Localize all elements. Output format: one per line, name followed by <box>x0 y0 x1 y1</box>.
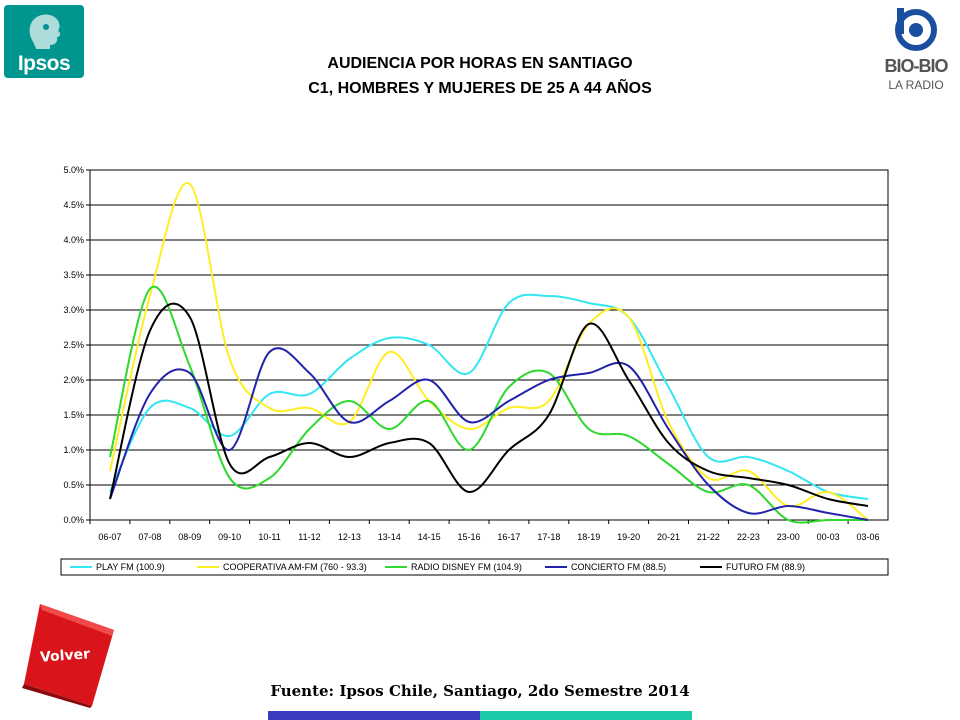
x-tick-label: 13-14 <box>378 532 401 542</box>
x-tick-label: 12-13 <box>338 532 361 542</box>
ipsos-logo: Ipsos <box>4 5 84 78</box>
y-tick-label: 4.5% <box>63 200 84 210</box>
legend-label: CONCIERTO FM (88.5) <box>571 562 666 572</box>
x-tick-label: 17-18 <box>537 532 560 542</box>
series-line <box>109 285 868 524</box>
x-tick-label: 19-20 <box>617 532 640 542</box>
biobio-mark-icon <box>895 8 937 51</box>
legend-box <box>60 558 889 576</box>
chart-subtitle: C1, HOMBRES Y MUJERES DE 25 A 44 AÑOS <box>308 80 652 97</box>
x-tick-label: 22-23 <box>737 532 760 542</box>
x-tick-label: 09-10 <box>218 532 241 542</box>
x-tick-label: 15-16 <box>458 532 481 542</box>
x-tick-label: 00-03 <box>817 532 840 542</box>
legend-label: FUTURO FM (88.9) <box>726 562 805 572</box>
x-tick-label: 14-15 <box>418 532 441 542</box>
y-tick-label: 0.0% <box>63 515 84 525</box>
y-tick-label: 2.0% <box>63 375 84 385</box>
y-tick-label: 5.0% <box>63 165 84 175</box>
x-tick-label: 23-00 <box>777 532 800 542</box>
volver-button[interactable] <box>22 600 118 708</box>
y-tick-label: 4.0% <box>63 235 84 245</box>
series-line <box>109 293 869 500</box>
x-tick-label: 08-09 <box>178 532 201 542</box>
y-tick-label: 1.5% <box>63 410 84 420</box>
legend-label: COOPERATIVA AM-FM (760 - 93.3) <box>223 562 367 572</box>
legend-label: RADIO DISNEY FM (104.9) <box>411 562 522 572</box>
x-tick-label: 07-08 <box>138 532 161 542</box>
x-tick-label: 16-17 <box>497 532 520 542</box>
series-line <box>109 182 869 521</box>
y-tick-label: 2.5% <box>63 340 84 350</box>
biobio-logo-subtext: LA RADIO <box>888 78 944 92</box>
ipsos-head-icon <box>29 14 61 49</box>
footer-bar-blue <box>268 711 480 720</box>
biobio-logo: BIO-BIO LA RADIO <box>880 6 952 98</box>
source-note: Fuente: Ipsos Chile, Santiago, 2do Semes… <box>270 682 690 700</box>
y-tick-label: 3.0% <box>63 305 84 315</box>
biobio-logo-text: BIO-BIO <box>884 56 949 76</box>
x-tick-label: 20-21 <box>657 532 680 542</box>
x-tick-label: 11-12 <box>298 532 320 542</box>
series-line <box>109 302 869 507</box>
y-tick-label: 3.5% <box>63 270 84 280</box>
footer-bar-teal <box>480 711 692 720</box>
x-tick-label: 06-07 <box>98 532 121 542</box>
y-tick-label: 1.0% <box>63 445 84 455</box>
legend-label: PLAY FM (100.9) <box>96 562 165 572</box>
x-tick-label: 18-19 <box>577 532 600 542</box>
y-tick-label: 0.5% <box>63 480 84 490</box>
series-line <box>109 347 869 521</box>
ipsos-logo-text: Ipsos <box>17 52 71 75</box>
x-tick-label: 10-11 <box>258 532 280 542</box>
x-tick-label: 03-06 <box>857 532 880 542</box>
chart-title: AUDIENCIA POR HORAS EN SANTIAGO <box>327 55 633 72</box>
x-tick-label: 21-22 <box>697 532 720 542</box>
